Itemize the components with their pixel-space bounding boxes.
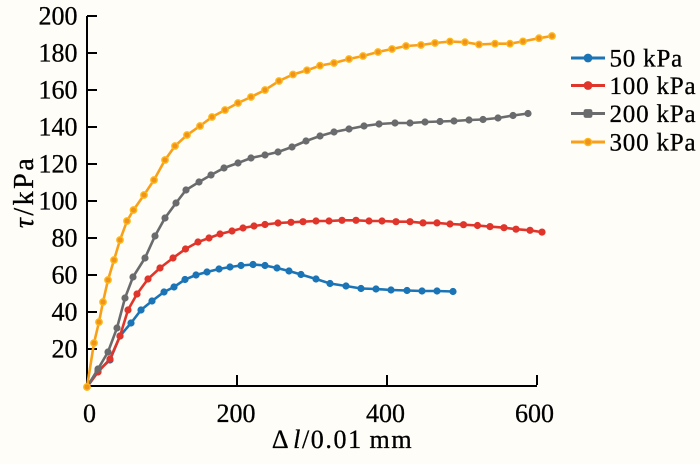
svg-text:τ/kPa: τ/kPa [9, 156, 40, 228]
svg-text:100: 100 [39, 187, 78, 216]
svg-text:600: 600 [515, 399, 554, 428]
svg-text:140: 140 [39, 113, 78, 142]
svg-text:80: 80 [52, 224, 78, 253]
svg-text:180: 180 [39, 39, 78, 68]
svg-text:200: 200 [217, 399, 256, 428]
svg-text:60: 60 [52, 261, 78, 290]
svg-text:50 kPa: 50 kPa [610, 45, 684, 72]
svg-text:120: 120 [39, 150, 78, 179]
svg-text:300 kPa: 300 kPa [610, 129, 697, 156]
svg-text:40: 40 [52, 298, 78, 327]
svg-text:20: 20 [52, 335, 78, 364]
svg-text:200: 200 [39, 2, 78, 31]
svg-text:400: 400 [366, 399, 405, 428]
svg-text:0: 0 [83, 399, 96, 428]
svg-text:Δl/0.01 mm: Δl/0.01 mm [272, 425, 413, 454]
svg-text:100 kPa: 100 kPa [610, 73, 697, 100]
svg-text:160: 160 [39, 76, 78, 105]
svg-text:200 kPa: 200 kPa [610, 101, 697, 128]
